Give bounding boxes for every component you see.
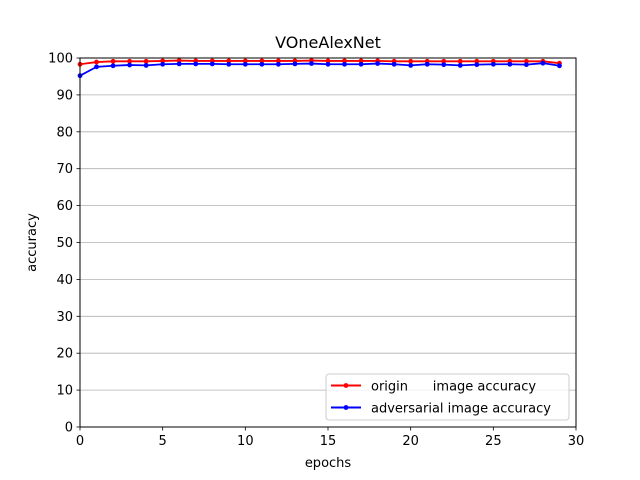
data-point [127,58,132,64]
data-point [441,58,447,64]
x-tick-label: 30 [568,434,585,449]
series-line [79,62,560,77]
y-tick-label: 0 [65,421,73,436]
data-point [193,61,199,67]
legend-label-adversarial: adversarial image accuracy [371,402,551,417]
data-point [540,60,546,66]
data-point [441,62,447,68]
x-axis-label: epochs [305,456,352,471]
y-axis-label: accuracy [25,213,40,272]
y-tick-label: 40 [56,273,73,288]
data-point [557,63,562,69]
y-tick-label: 100 [48,52,73,67]
data-point [424,61,430,67]
data-point [226,61,232,67]
data-point [342,58,347,64]
data-point [160,58,166,64]
data-point [143,58,149,64]
data-point [259,58,265,64]
series-line [79,59,560,66]
x-tick-label: 20 [402,434,419,449]
data-point [457,62,463,68]
y-tick-label: 80 [56,125,73,140]
y-tick-label: 20 [56,347,73,362]
data-point [375,61,380,66]
data-point [342,61,347,67]
data-point [408,62,414,68]
x-tick-label: 15 [320,434,337,449]
data-point [110,63,116,69]
data-point [408,58,414,64]
data-point [160,61,166,67]
legend-box [325,373,570,421]
data-point [127,62,132,68]
data-point [176,58,182,63]
data-point [524,62,529,68]
x-axis: 0 5 10 15 20 25 30 [76,427,584,449]
data-point [242,58,248,64]
y-tick-label: 30 [56,310,73,325]
data-point [524,58,529,64]
legend: origin image accuracy adversarial image … [325,373,570,421]
x-tick-label: 5 [159,434,167,449]
y-axis: 0 10 20 30 40 50 60 70 80 90 100 [48,52,80,436]
data-point [143,62,149,68]
data-point [325,58,331,64]
legend-marker-origin [343,383,349,388]
data-point [507,61,513,67]
series-layer [77,58,562,79]
data-point [325,61,331,67]
data-point [358,61,364,67]
data-point [276,58,281,64]
y-tick-label: 60 [56,199,73,214]
series-1 [77,60,562,79]
x-tick-label: 10 [237,434,254,449]
data-point [94,64,99,70]
y-tick-label: 70 [56,162,73,177]
data-point [358,58,364,64]
data-point [176,61,182,67]
x-tick-label: 25 [485,434,502,449]
chart-title: VOneAlexNet [275,33,381,52]
data-point [259,61,265,67]
data-point [242,61,248,67]
data-point [391,61,397,67]
y-tick-label: 90 [56,88,73,103]
data-point [457,58,463,64]
y-tick-label: 50 [56,236,73,251]
data-point [276,61,281,67]
data-point [110,58,116,64]
data-point [292,61,298,67]
y-tick-label: 10 [56,384,73,399]
gridlines [80,94,576,391]
data-point [209,61,215,67]
data-point [474,58,480,64]
data-point [94,59,99,65]
data-point [226,58,232,64]
data-point [309,61,314,66]
data-point [490,61,496,67]
legend-label-origin: origin image accuracy [371,380,536,395]
data-point [474,62,480,68]
legend-marker-adversarial [343,405,349,410]
x-tick-label: 0 [76,434,84,449]
